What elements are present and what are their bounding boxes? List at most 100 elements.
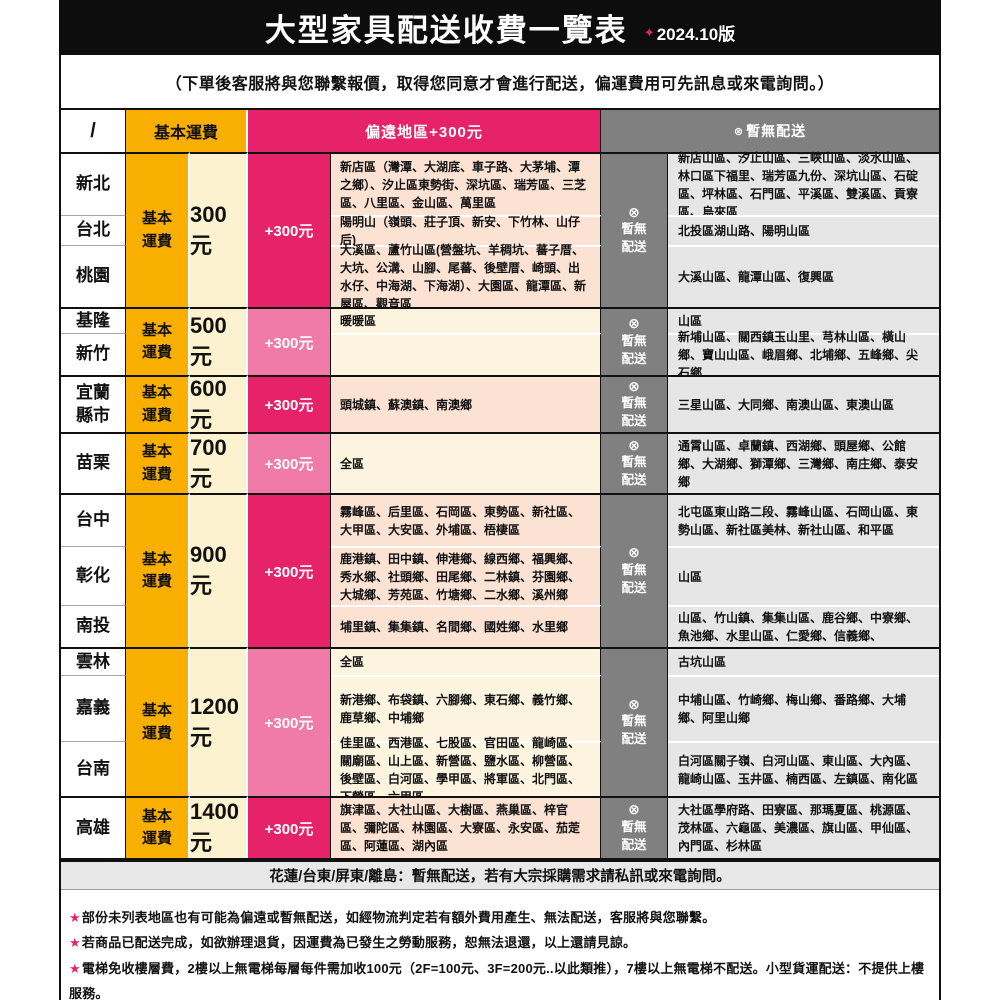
fee-value: 1200元 [190, 647, 248, 796]
region-label: 新北 [61, 152, 126, 215]
region-label: 台北 [61, 215, 126, 245]
basic-fee-label: 基本運費 [126, 152, 190, 307]
footnote-text: 若商品已配送完成，如欲辦理退貨，因運費為已發生之勞動服務，恕無法退還，以上還請見… [81, 935, 637, 951]
plus-fee-cell: +300元 [248, 307, 331, 375]
title-bar: 大型家具配送收費一覽表 ✦ 2024.10版 [59, 0, 941, 55]
remote-area-list: 全區 [331, 647, 601, 675]
no-delivery-badge: ⊗ 暫無配送 [601, 493, 668, 647]
remote-area-list: 鹿港鎮、田中鎮、伸港鄉、線西鄉、福興鄉、秀水鄉、社頭鄉、田尾鄉、二林鎮、芬園鄉、… [331, 546, 601, 605]
fee-value: 900元 [190, 493, 248, 647]
circle-x-icon: ⊗ [628, 203, 640, 220]
remote-area-list: 陽明山（嶺頭、莊子頂、新安、下竹林、山仔后) [331, 215, 601, 247]
region-label: 新竹 [61, 333, 126, 375]
fee-value: 300元 [190, 152, 248, 307]
no-delivery-badge: ⊗ 暫無配送 [601, 432, 668, 493]
footnote-text: 電梯免收樓層費，2樓以上無電梯每層每件需加收100元（2F=100元、3F=20… [69, 960, 925, 1000]
plus-fee-cell: +300元 [248, 796, 331, 858]
plus-fee-cell: +300元 [248, 152, 331, 307]
basic-fee-label: 基本運費 [126, 307, 190, 375]
page-title: 大型家具配送收費一覽表 [264, 13, 628, 48]
region-label: 宜蘭縣市 [61, 375, 126, 432]
remote-area-list: 新店區（灣潭、大湖底、車子路、大茅埔、潭之鄉）、汐止區東勢街、深坑區、瑞芳區、三… [331, 152, 601, 215]
diamond-star-icon: ✦ [643, 24, 655, 40]
remote-area-list: 暖暖區 [331, 307, 601, 333]
region-label: 苗栗 [61, 432, 126, 493]
header-remote-area: 偏遠地區+300元 [248, 110, 601, 152]
version-badge: ✦ 2024.10版 [644, 20, 735, 45]
footnote-line: ★若商品已配送完成，如欲辦理退貨，因運費為已發生之勞動服務，恕無法退還，以上還請… [69, 930, 929, 955]
region-label: 彰化 [61, 546, 126, 605]
basic-fee-label: 基本運費 [126, 375, 190, 432]
remote-area-list: 全區 [331, 432, 601, 493]
basic-fee-label: 基本運費 [126, 647, 190, 796]
region-label: 雲林 [61, 647, 126, 675]
remote-area-list [331, 333, 601, 375]
no-delivery-list: 大社區學府路、田寮區、那瑪夏區、桃源區、茂林區、六龜區、美濃區、旗山區、甲仙區、… [668, 796, 939, 858]
no-delivery-badge: ⊗ 暫無配送 [601, 796, 668, 858]
no-delivery-text: 暫無配送 [621, 333, 647, 366]
circle-x-icon: ⊗ [628, 695, 640, 712]
header-no-delivery: ⊗ 暫無配送 [601, 110, 939, 152]
region-label: 南投 [61, 605, 126, 647]
footer-box: 花蓮/台東/屏東/離島：暫無配送，若有大宗採購需求請私訊或來電詢問。 ★部份未列… [59, 860, 941, 1000]
circle-x-icon: ⊗ [628, 377, 640, 394]
version-text: 2024.10版 [656, 25, 736, 44]
no-delivery-list: 大溪山區、龍潭山區、復興區 [668, 245, 939, 307]
basic-fee-label: 基本運費 [126, 432, 190, 493]
circle-x-icon: ⊗ [628, 801, 640, 818]
no-delivery-badge: ⊗ 暫無配送 [601, 375, 668, 432]
footnote-line: ★部份未列表地區也有可能為偏遠或暫無配送，如經物流判定若有額外費用產生、無法配送… [69, 905, 929, 930]
region-label: 基隆 [61, 307, 126, 333]
no-delivery-text: 暫無配送 [621, 714, 647, 747]
delivery-fee-sheet: 大型家具配送收費一覽表 ✦ 2024.10版 （下單後客服將與您聯繫報價，取得您同… [59, 0, 941, 1000]
star-icon: ★ [69, 960, 81, 976]
no-delivery-text: 暫無配送 [621, 222, 647, 255]
no-delivery-text: 暫無配送 [621, 396, 647, 429]
no-delivery-list: 北屯區東山路二段、霧峰山區、石岡山區、東勢山區、新社區美林、新社山區、和平區 [668, 493, 939, 546]
no-delivery-text: 暫無配送 [621, 562, 647, 595]
plus-fee-cell: +300元 [248, 375, 331, 432]
circle-x-icon: ⊗ [628, 315, 640, 332]
region-label: 嘉義 [61, 675, 126, 741]
no-delivery-list: 新埔山區、關西鎮玉山里、芎林山區、橫山鄉、寶山山區、峨眉鄉、北埔鄉、五峰鄉、尖石… [668, 330, 939, 380]
no-delivery-badge: ⊗ 暫無配送 [601, 647, 668, 796]
no-delivery-list: 山區 [668, 546, 939, 605]
remote-area-list: 旗津區、大社山區、大樹區、燕巢區、梓官區、彌陀區、林園區、大寮區、永安區、茄萣區… [331, 796, 601, 858]
circle-x-icon: ⊗ [628, 436, 640, 453]
header-no-delivery-label: 暫無配送 [746, 123, 807, 139]
circle-x-icon: ⊗ [733, 125, 745, 138]
no-delivery-list: 山區、竹山鎮、集集山區、鹿谷鄉、中寮鄉、魚池鄉、水里山區、仁愛鄉、信義鄉、 [668, 605, 939, 647]
no-delivery-text: 暫無配送 [621, 819, 647, 852]
header-basic-fee: 基本運費 [126, 110, 248, 152]
star-icon: ★ [69, 935, 81, 951]
no-delivery-badge: ⊗ 暫無配送 [601, 152, 668, 307]
no-delivery-badge: ⊗ 暫無配送 [601, 307, 668, 375]
fee-value: 1400元 [190, 796, 248, 858]
no-delivery-list: 新店山區、汐止山區、三峽山區、淡水山區、林口區下福里、瑞芳區九份、深坑山區、石碇… [668, 151, 939, 219]
remote-area-list: 新港鄉、布袋鎮、六腳鄉、東石鄉、義竹鄉、鹿草鄉、中埔鄉 [331, 675, 601, 741]
footnote-line: ★電梯免收樓層費，2樓以上無電梯每層每件需加收100元（2F=100元、3F=2… [69, 956, 929, 1000]
footnote-text: 部份未列表地區也有可能為偏遠或暫無配送，如經物流判定若有額外費用產生、無法配送，… [81, 910, 716, 925]
no-delivery-list: 古坑山區 [668, 647, 939, 675]
fee-table: / 基本運費 偏遠地區+300元 ⊗ 暫無配送 新北 台北 桃園 基本運費 300… [59, 108, 941, 860]
remote-area-list: 大溪區、蘆竹山區(營盤坑、羊稠坑、蕃子厝、大坑、公溝、山腳、尾蕃、後壁厝、崎頭、… [331, 243, 601, 311]
subtitle-note: （下單後客服將與您聯繫報價，取得您同意才會進行配送，偏運費用可先訊息或來電詢問。… [59, 55, 941, 108]
no-delivery-list: 山區 [668, 307, 939, 333]
basic-fee-label: 基本運費 [126, 796, 190, 858]
plus-fee-cell: +300元 [248, 432, 331, 493]
circle-x-icon: ⊗ [628, 544, 640, 561]
no-delivery-list: 通霄山區、卓蘭鎮、西湖鄉、頭屋鄉、公館鄉、大湖鄉、獅潭鄉、三灣鄉、南庄鄉、泰安鄉 [668, 432, 939, 493]
remote-area-list: 埔里鎮、集集鎮、名間鄉、國姓鄉、水里鄉 [331, 605, 601, 647]
remote-area-list: 霧峰區、后里區、石岡區、東勢區、新社區、大甲區、大安區、外埔區、梧棲區 [331, 493, 601, 546]
basic-fee-label: 基本運費 [126, 493, 190, 647]
region-label: 高雄 [61, 796, 126, 858]
region-label: 台中 [61, 493, 126, 546]
no-delivery-text: 暫無配送 [621, 455, 647, 488]
no-delivery-list: 中埔山區、竹崎鄉、梅山鄉、番路鄉、大埔鄉、阿里山鄉 [668, 675, 939, 741]
fee-value: 500元 [190, 307, 248, 375]
region-label: 台南 [61, 741, 126, 796]
fee-value: 600元 [190, 375, 248, 432]
no-delivery-list: 北投區湖山路、陽明山區 [668, 215, 939, 245]
remote-area-list: 頭城鎮、蘇澳鎮、南澳鄉 [331, 375, 601, 432]
